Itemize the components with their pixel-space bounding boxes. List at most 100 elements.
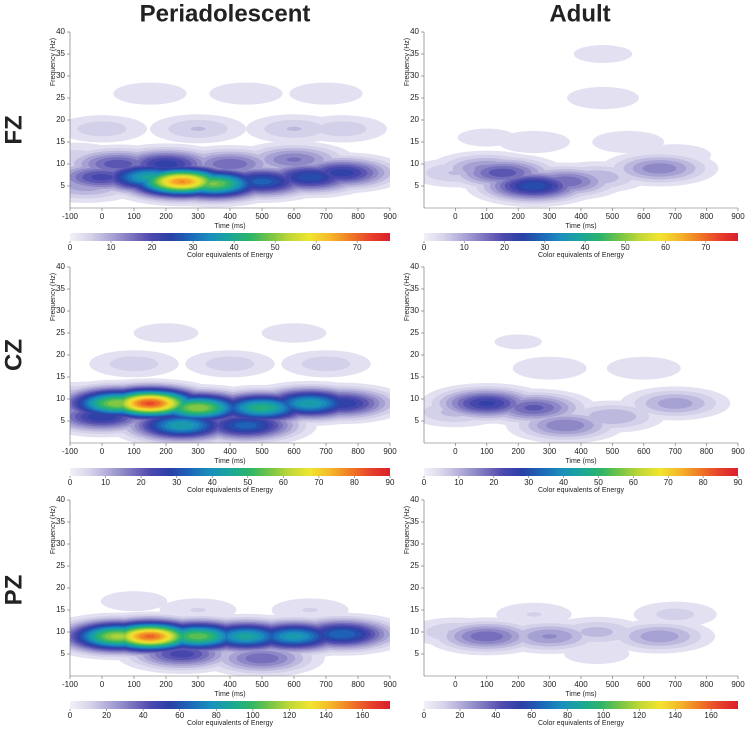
y-tick-label: 30 bbox=[410, 306, 419, 315]
y-axis-label: Frequency (Hz) bbox=[404, 38, 411, 86]
colorbar bbox=[424, 468, 738, 476]
y-axis-label: Frequency (Hz) bbox=[404, 506, 411, 554]
row-label: FZ bbox=[0, 115, 27, 144]
x-tick-label: 700 bbox=[319, 212, 333, 221]
y-tick-label: 40 bbox=[56, 495, 65, 504]
x-tick-label: -100 bbox=[62, 447, 79, 456]
x-tick-label: 300 bbox=[191, 680, 205, 689]
y-tick-label: 30 bbox=[56, 539, 65, 548]
colorbar-tick-label: 160 bbox=[356, 711, 370, 720]
colorbar-tick-label: 50 bbox=[271, 243, 280, 252]
x-tick-label: 800 bbox=[700, 447, 714, 456]
energy-contour bbox=[564, 643, 630, 665]
y-tick-label: 40 bbox=[410, 495, 419, 504]
y-axis-label: Frequency (Hz) bbox=[50, 506, 57, 554]
y-tick-label: 35 bbox=[56, 284, 65, 293]
y-tick-label: 25 bbox=[56, 93, 65, 102]
y-tick-label: 25 bbox=[56, 561, 65, 570]
colorbar-tick-label: 60 bbox=[527, 711, 536, 720]
colorbar-tick-label: 50 bbox=[621, 243, 630, 252]
energy-contour bbox=[588, 409, 637, 424]
colorbar bbox=[424, 233, 738, 241]
energy-contour bbox=[494, 334, 543, 350]
x-tick-label: 700 bbox=[669, 212, 683, 221]
colorbar-tick-label: 90 bbox=[386, 478, 395, 487]
x-tick-label: 300 bbox=[543, 447, 557, 456]
colorbar bbox=[424, 701, 738, 709]
energy-contour bbox=[110, 634, 126, 639]
x-tick-label: 800 bbox=[700, 680, 714, 689]
x-tick-label: 900 bbox=[731, 212, 745, 221]
plot-area bbox=[424, 601, 717, 665]
x-tick-label: 200 bbox=[159, 680, 173, 689]
x-tick-label: 700 bbox=[669, 680, 683, 689]
colorbar-label: Color equivalents of Energy bbox=[538, 487, 624, 494]
energy-contour bbox=[297, 173, 323, 181]
x-tick-label: 700 bbox=[319, 680, 333, 689]
y-tick-label: 5 bbox=[415, 649, 420, 658]
y-tick-label: 5 bbox=[61, 181, 66, 190]
colorbar-tick-label: 10 bbox=[454, 478, 463, 487]
colorbar-tick-label: 40 bbox=[559, 478, 568, 487]
colorbar-tick-label: 30 bbox=[172, 478, 181, 487]
x-tick-label: 900 bbox=[383, 447, 397, 456]
x-tick-label: 400 bbox=[223, 447, 237, 456]
x-tick-label: 700 bbox=[319, 447, 333, 456]
x-tick-label: 300 bbox=[543, 680, 557, 689]
x-tick-label: 400 bbox=[574, 212, 588, 221]
y-tick-label: 15 bbox=[410, 137, 419, 146]
x-axis-label: Time (ms) bbox=[214, 458, 245, 465]
y-tick-label: 5 bbox=[415, 416, 420, 425]
energy-contour bbox=[606, 356, 681, 380]
x-tick-label: 400 bbox=[574, 680, 588, 689]
x-tick-label: 800 bbox=[700, 212, 714, 221]
colorbar-tick-label: 60 bbox=[661, 243, 670, 252]
y-axis-label: Frequency (Hz) bbox=[404, 273, 411, 321]
x-tick-label: 500 bbox=[606, 212, 620, 221]
x-tick-label: 200 bbox=[512, 447, 526, 456]
x-tick-label: 700 bbox=[669, 447, 683, 456]
colorbar-tick-label: 70 bbox=[314, 478, 323, 487]
x-axis-label: Time (ms) bbox=[565, 458, 596, 465]
y-tick-label: 20 bbox=[56, 115, 65, 124]
y-tick-label: 25 bbox=[410, 561, 419, 570]
y-tick-label: 35 bbox=[410, 49, 419, 58]
energy-contour bbox=[188, 633, 208, 640]
colorbar-label: Color equivalents of Energy bbox=[187, 252, 273, 259]
x-tick-label: 500 bbox=[606, 447, 620, 456]
x-tick-label: 600 bbox=[637, 447, 651, 456]
energy-contour bbox=[289, 82, 363, 105]
energy-contour bbox=[235, 422, 257, 429]
colorbar-label: Color equivalents of Energy bbox=[538, 720, 624, 727]
colorbar-tick-label: 120 bbox=[633, 711, 647, 720]
energy-contour bbox=[170, 421, 194, 429]
row-label: PZ bbox=[0, 575, 27, 606]
x-tick-label: 0 bbox=[453, 447, 458, 456]
x-tick-label: 100 bbox=[127, 212, 141, 221]
y-tick-label: 40 bbox=[56, 27, 65, 36]
y-tick-label: 25 bbox=[410, 93, 419, 102]
colorbar-tick-label: 160 bbox=[704, 711, 718, 720]
colorbar-tick-label: 20 bbox=[500, 243, 509, 252]
x-tick-label: 500 bbox=[255, 447, 269, 456]
colorbar-tick-label: 50 bbox=[594, 478, 603, 487]
column-title: Periadolescent bbox=[140, 0, 311, 27]
colorbar-tick-label: 10 bbox=[460, 243, 469, 252]
colorbar-tick-label: 120 bbox=[283, 711, 297, 720]
x-tick-label: 900 bbox=[383, 212, 397, 221]
row-label: CZ bbox=[0, 339, 27, 371]
y-tick-label: 10 bbox=[410, 627, 419, 636]
energy-contour bbox=[284, 633, 304, 640]
x-tick-label: 0 bbox=[100, 212, 105, 221]
energy-contour bbox=[567, 86, 639, 110]
x-tick-label: -100 bbox=[62, 680, 79, 689]
y-tick-label: 15 bbox=[410, 605, 419, 614]
energy-contour bbox=[592, 130, 665, 154]
colorbar-tick-label: 80 bbox=[563, 711, 572, 720]
energy-contour bbox=[573, 45, 633, 63]
x-axis-label: Time (ms) bbox=[565, 223, 596, 230]
energy-contour bbox=[470, 631, 504, 642]
colorbar-tick-label: 20 bbox=[489, 478, 498, 487]
y-tick-label: 35 bbox=[56, 517, 65, 526]
